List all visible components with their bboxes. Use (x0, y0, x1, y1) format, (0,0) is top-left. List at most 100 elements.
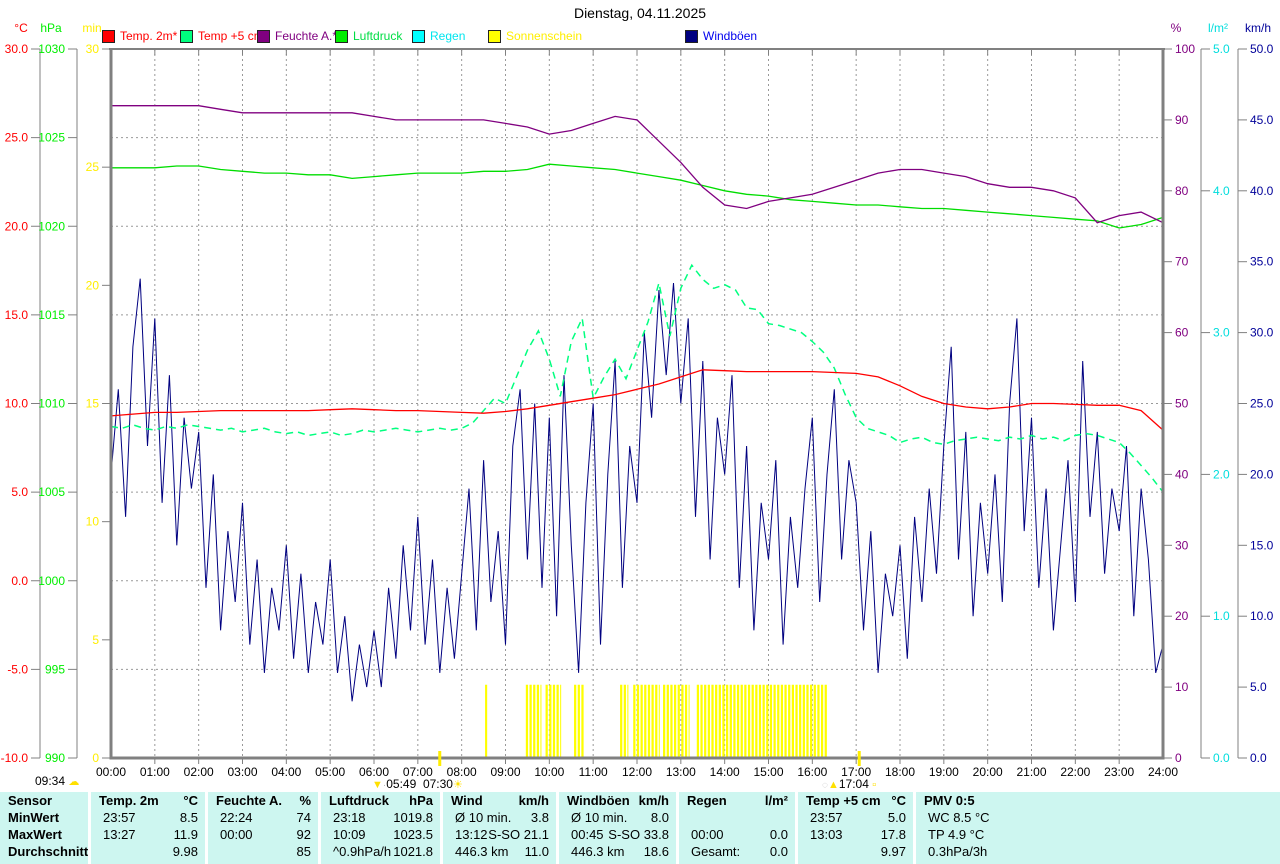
svg-text:15:00: 15:00 (753, 765, 783, 779)
svg-text:11:00: 11:00 (579, 765, 608, 779)
svg-text:21:00: 21:00 (1016, 765, 1046, 779)
stats-column-6: Regenl/m²00:000.0Gesamt:0.0 (676, 792, 795, 864)
row-label-text: MaxWert (8, 826, 62, 843)
svg-text:l/m²: l/m² (1208, 21, 1228, 35)
row-label: Sensor (0, 792, 88, 809)
column-header: Temp. 2m°C (91, 792, 205, 809)
sunset-marker: ◌▲17:04 ▫ (822, 777, 876, 791)
svg-text:-10.0: -10.0 (1, 751, 29, 765)
svg-text:03:00: 03:00 (227, 765, 257, 779)
cell-time: 446.3 km (451, 843, 508, 860)
svg-text:25.0: 25.0 (1250, 397, 1274, 411)
table-row: 13:2711.9 (91, 826, 205, 843)
svg-text:995: 995 (45, 662, 65, 676)
weather-day-chart: 30.025.020.015.010.05.00.0-5.0-10.010301… (0, 0, 1280, 792)
svg-text:20: 20 (86, 278, 100, 292)
svg-text:0: 0 (92, 751, 99, 765)
column-unit: l/m² (765, 792, 788, 809)
svg-text:02:00: 02:00 (184, 765, 214, 779)
column-header: Regenl/m² (679, 792, 795, 809)
cell-time (99, 843, 103, 860)
cell-value: 9.98 (173, 843, 198, 860)
table-row: 9.98 (91, 843, 205, 860)
cell-value: 18.6 (644, 843, 669, 860)
cell-value: 1019.8 (393, 809, 433, 826)
cell-time (216, 843, 220, 860)
cell-time: Ø 10 min. (567, 809, 627, 826)
svg-text:30: 30 (1175, 538, 1189, 552)
column-name: Feuchte A. (216, 792, 282, 809)
cell-time: 13:27 (99, 826, 136, 843)
svg-text:20.0: 20.0 (5, 219, 29, 233)
cell-value: 17.8 (881, 826, 906, 843)
square-icon: ▫ (872, 779, 876, 791)
svg-text:5.0: 5.0 (11, 485, 28, 499)
svg-text:10: 10 (86, 515, 100, 529)
row-label-text: Sensor (8, 792, 52, 809)
morning-twilight-marker: ▼·05:49 07:30☀ (372, 777, 463, 791)
svg-text:22:00: 22:00 (1060, 765, 1090, 779)
column-unit: km/h (639, 792, 669, 809)
column-header: Windböen km/h (559, 792, 676, 809)
cell-time: ^0.9hPa/h (329, 843, 391, 860)
cell-value: 0.0 (770, 826, 788, 843)
weather-chart-page: Dienstag, 04.11.2025 Temp. 2m*Temp +5 cm… (0, 0, 1280, 864)
cell-value: S-SO 21.1 (488, 826, 549, 843)
table-row: 23:57 5.0 (798, 809, 913, 826)
svg-text:1025: 1025 (38, 131, 65, 145)
stats-column-2: Feuchte A.%22:247400:009285 (205, 792, 318, 864)
cell-value: 3.8 (531, 809, 549, 826)
svg-text:3.0: 3.0 (1213, 326, 1230, 340)
svg-text:13:00: 13:00 (666, 765, 696, 779)
svg-text:30.0: 30.0 (5, 42, 29, 56)
column-name: Luftdruck (329, 792, 389, 809)
svg-text:1005: 1005 (38, 485, 65, 499)
cell-value: 74 (297, 809, 311, 826)
table-row: 00:45S-SO 33.8 (559, 826, 676, 843)
svg-text:20.0: 20.0 (1250, 467, 1274, 481)
svg-text:15.0: 15.0 (5, 308, 29, 322)
table-row (679, 809, 795, 826)
cell-time: Gesamt: (687, 843, 740, 860)
column-header: Feuchte A.% (208, 792, 318, 809)
svg-text:60: 60 (1175, 326, 1189, 340)
svg-text:24:00: 24:00 (1148, 765, 1178, 779)
sunset-time: 17:04 (839, 777, 869, 791)
svg-text:30.0: 30.0 (1250, 326, 1274, 340)
stats-column-7: Temp +5 cm°C23:575.013:0317.89.97 (795, 792, 913, 864)
svg-text:30: 30 (86, 42, 100, 56)
sunset-arrow-icon: ▲ (828, 779, 839, 791)
svg-text:05:00: 05:00 (315, 765, 345, 779)
stats-table: SensorMinWertMaxWertDurchschnittTemp. 2m… (0, 792, 1280, 864)
svg-text:15: 15 (86, 397, 100, 411)
cell-time: 00:00 (216, 826, 253, 843)
svg-text:40: 40 (1175, 467, 1189, 481)
cell-time: TP 4.9 °C (924, 826, 984, 843)
cell-time: 13:03 (806, 826, 843, 843)
svg-text:80: 80 (1175, 184, 1189, 198)
cell-value: 8.5 (180, 809, 198, 826)
column-name: Wind (451, 792, 483, 809)
svg-text:01:00: 01:00 (140, 765, 170, 779)
svg-text:70: 70 (1175, 255, 1189, 269)
column-header: LuftdruckhPa (321, 792, 440, 809)
cell-time: 446.3 km (567, 843, 624, 860)
svg-text:0.0: 0.0 (1213, 751, 1230, 765)
svg-text:km/h: km/h (1245, 21, 1271, 35)
table-row: Gesamt:0.0 (679, 843, 795, 860)
svg-text:10:00: 10:00 (534, 765, 564, 779)
table-row: 00:0092 (208, 826, 318, 843)
moonset-time: 05:49 (386, 777, 416, 791)
svg-text:2.0: 2.0 (1213, 467, 1230, 481)
column-name: PMV 0:5 (924, 792, 975, 809)
svg-text:1.0: 1.0 (1213, 609, 1230, 623)
svg-text:20: 20 (1175, 609, 1189, 623)
svg-text:40.0: 40.0 (1250, 184, 1274, 198)
cell-value: 5.0 (888, 809, 906, 826)
svg-text:100: 100 (1175, 42, 1195, 56)
cell-time: 23:57 (806, 809, 843, 826)
cell-time (687, 809, 691, 826)
table-row: TP 4.9 °C (916, 826, 1280, 843)
column-name: Windböen (567, 792, 630, 809)
svg-text:35.0: 35.0 (1250, 255, 1274, 269)
